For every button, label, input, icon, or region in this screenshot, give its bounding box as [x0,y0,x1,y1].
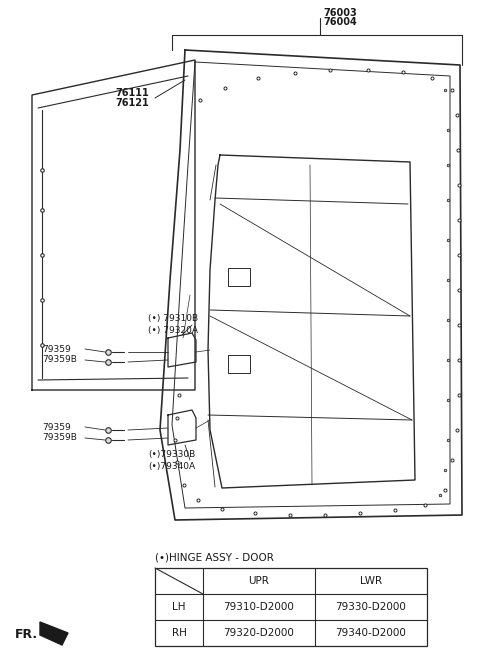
Text: 79359: 79359 [42,422,71,432]
Text: (•) 79310B: (•) 79310B [148,314,198,322]
Text: 76111: 76111 [115,88,149,98]
Text: UPR: UPR [249,576,269,586]
Text: (•)HINGE ASSY - DOOR: (•)HINGE ASSY - DOOR [155,552,274,562]
Text: RH: RH [171,628,186,638]
Text: FR.: FR. [15,628,38,641]
Bar [155,568,427,646]
Text: 79320-D2000: 79320-D2000 [224,628,294,638]
Text: (•) 79320A: (•) 79320A [148,326,198,334]
Text: 79359B: 79359B [42,434,77,442]
Text: 79340-D2000: 79340-D2000 [336,628,407,638]
Text: LWR: LWR [360,576,382,586]
Text: (•)79330B: (•)79330B [148,451,195,459]
Text: (•)79340A: (•)79340A [148,463,195,471]
Text: LH: LH [172,602,186,612]
Text: 76121: 76121 [115,98,149,108]
Text: 79359: 79359 [42,344,71,354]
Text: 76004: 76004 [323,17,357,27]
Text: 79310-D2000: 79310-D2000 [224,602,294,612]
Text: 79359B: 79359B [42,355,77,365]
Text: 79330-D2000: 79330-D2000 [336,602,407,612]
Bar [228,268,250,286]
Text: 76003: 76003 [323,8,357,18]
Polygon shape [40,622,68,645]
Bar [228,355,250,373]
